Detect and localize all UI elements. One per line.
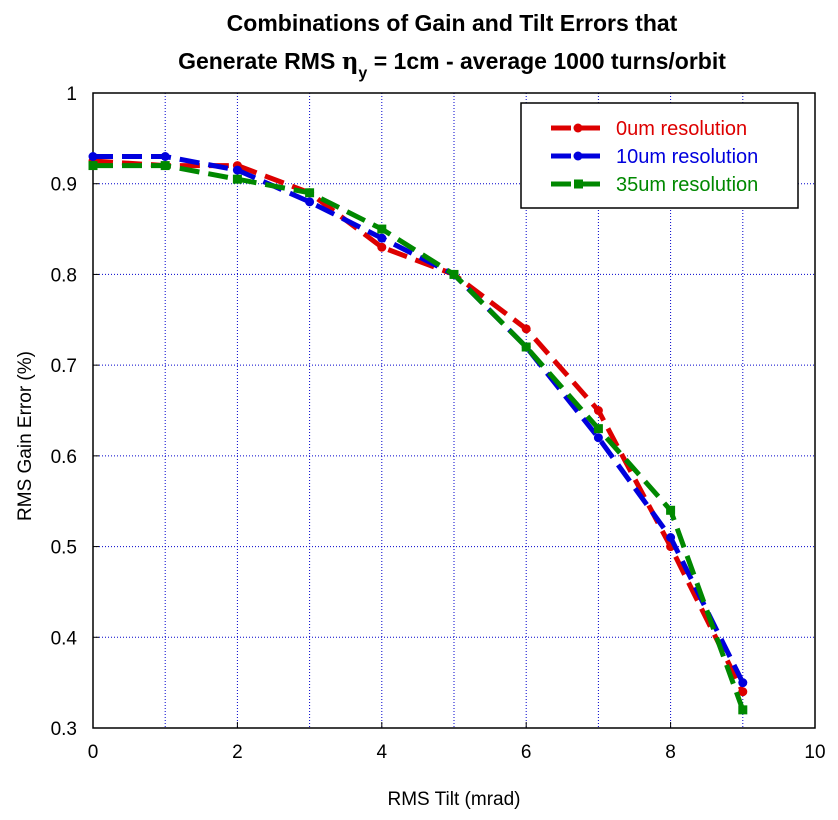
x-tick-label: 4 [377,742,388,763]
y-tick-label: 1 [66,84,77,105]
y-tick-label: 0.5 [51,538,77,559]
y-tick-label: 0.4 [51,628,78,649]
data-point [88,152,98,161]
legend-entry: 35um resolution [551,174,758,196]
legend-label: 10um resolution [616,146,758,168]
data-point [521,342,531,352]
legend-label: 35um resolution [616,174,758,196]
data-point [232,165,242,175]
chart-title-suffix: = 1cm - average 1000 turns/orbit [367,48,726,74]
data-point [305,188,315,198]
y-axis-label: RMS Gain Error (%) [15,351,36,521]
data-point [593,424,603,434]
x-axis-label: RMS Tilt (mrad) [388,789,521,810]
chart-title-prefix: Generate RMS [178,48,342,74]
chart-title-symbol: η [342,48,359,75]
chart-title-line-2: Generate RMS ηy = 1cm - average 1000 tur… [178,48,726,82]
data-point [593,433,603,443]
x-tick-label: 8 [665,742,676,763]
data-point [593,406,603,415]
data-point [160,152,170,161]
legend: 0um resolution 10um resolution 35um resolu… [520,102,799,209]
series-2 [88,161,748,715]
x-tick-label: 2 [232,742,243,763]
y-tick-label: 0.8 [51,265,77,286]
data-point [738,687,748,697]
chart-title-subscript: y [358,65,367,82]
data-point [521,324,531,334]
legend-swatch-marker [574,179,583,189]
legend-swatch-marker [573,151,583,161]
data-point [738,705,748,715]
plot-frame [92,92,816,729]
legend-entry: 10um resolution [551,146,758,168]
data-point [88,161,98,171]
x-tick-label: 6 [521,742,532,763]
series-layer [88,152,748,715]
chart-title-line-1: Combinations of Gain and Tilt Errors tha… [227,10,678,36]
data-point [449,269,459,279]
data-point [666,505,676,515]
data-point [160,161,170,171]
legend-label: 0um resolution [616,118,747,140]
data-point [377,224,387,234]
data-point [666,533,676,542]
series-1 [88,152,748,688]
y-tick-label: 0.7 [51,356,77,377]
data-point [305,197,315,207]
data-point [377,233,387,243]
y-tick-label: 0.3 [51,719,77,740]
series-line [93,163,746,711]
y-tick-label: 0.6 [51,447,77,468]
data-point [738,678,748,688]
series-0 [88,156,748,697]
axis-ticks: 0 2 4 6 8 10 0.3 0.4 0.5 0.6 0.7 0.8 0.9 1 [51,84,826,763]
legend-swatch-marker [573,123,583,133]
x-tick-label: 0 [88,742,99,763]
legend-entry: 0um resolution [551,118,747,140]
series-line [93,154,746,684]
data-point [232,174,242,184]
data-point [377,242,387,252]
series-line [92,158,746,693]
y-tick-label: 0.9 [51,175,77,196]
x-tick-label: 10 [804,742,825,763]
